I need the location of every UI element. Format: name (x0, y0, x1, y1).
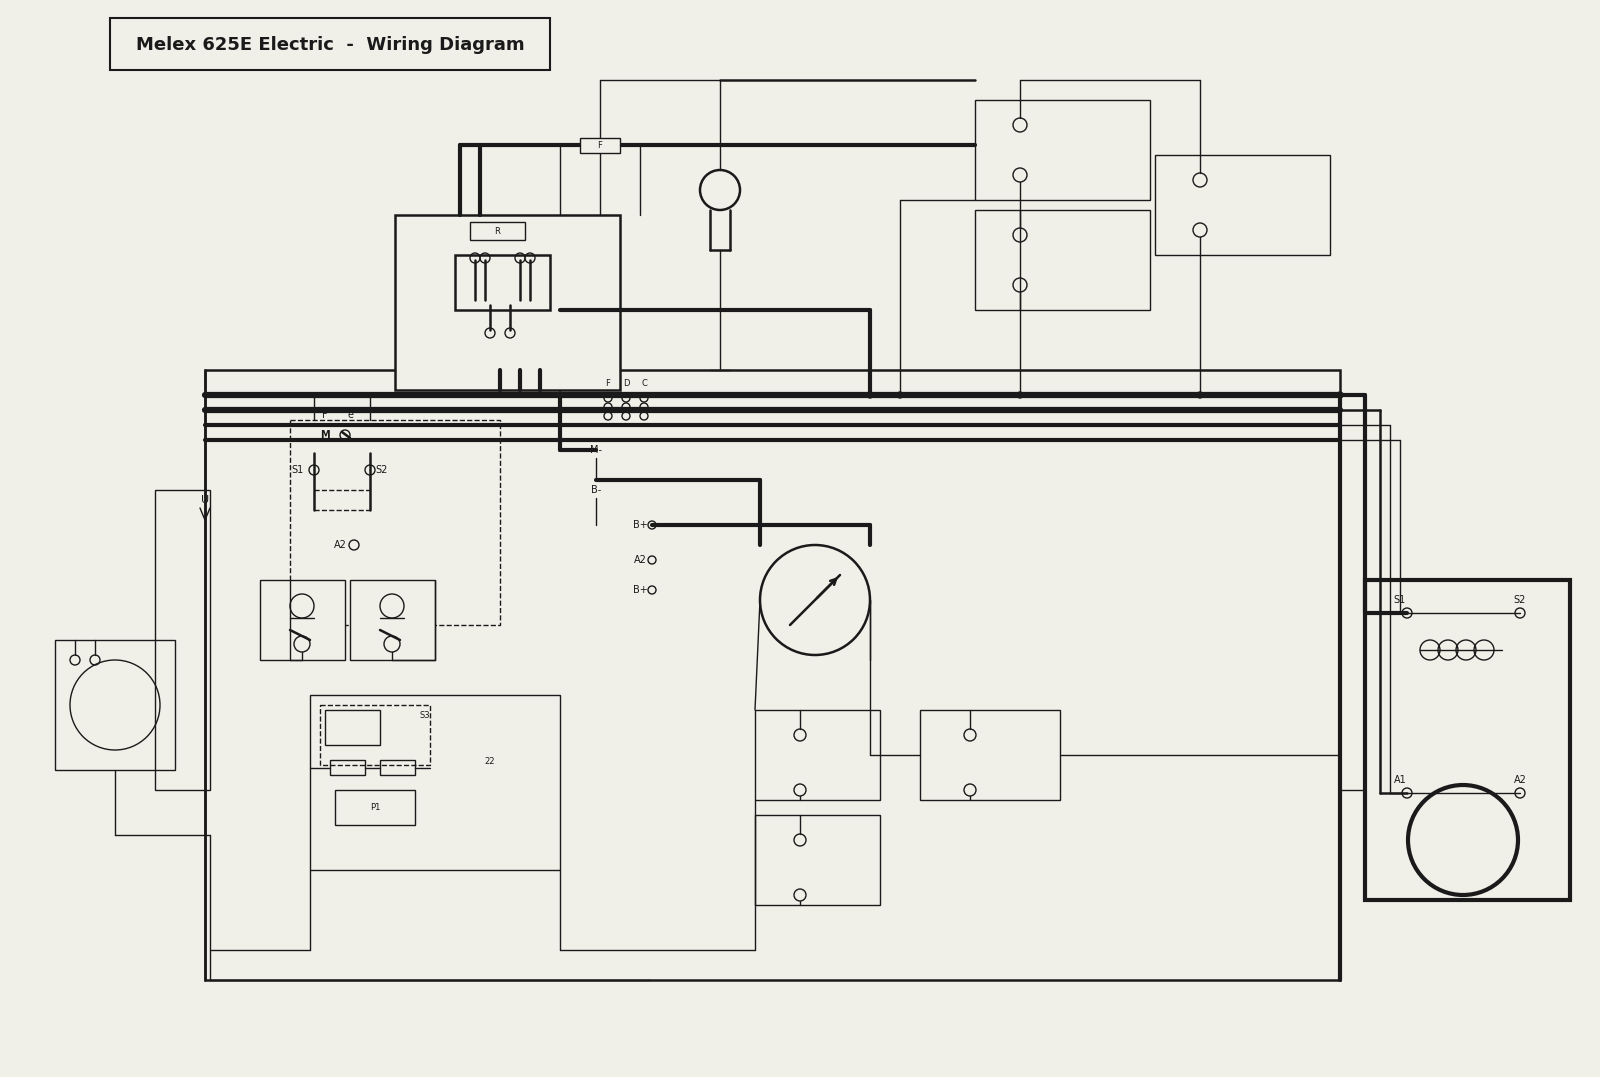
Text: B+: B+ (632, 585, 648, 595)
Text: S1: S1 (1394, 595, 1406, 605)
Bar (974, 100, 1150, 200)
Text: F: F (597, 140, 603, 150)
Circle shape (1018, 392, 1022, 398)
Bar (205, 370, 1341, 980)
Circle shape (898, 392, 902, 398)
Bar (755, 815, 880, 905)
Circle shape (867, 392, 874, 398)
Bar (1365, 581, 1570, 900)
Text: S2: S2 (1514, 595, 1526, 605)
Text: B+: B+ (632, 520, 648, 530)
Bar (1155, 155, 1330, 255)
Bar (755, 710, 880, 800)
Bar (259, 581, 346, 660)
Text: A1: A1 (1394, 775, 1406, 785)
Text: M-: M- (590, 445, 602, 454)
Text: B-: B- (590, 485, 602, 495)
Bar (920, 710, 1059, 800)
Bar (395, 215, 621, 390)
Bar (330, 760, 365, 775)
Bar (974, 210, 1150, 310)
Text: P1: P1 (370, 803, 381, 812)
Text: F: F (605, 378, 611, 388)
Circle shape (557, 392, 563, 398)
Bar (320, 705, 430, 765)
Text: F: F (322, 410, 328, 420)
Text: A2: A2 (1514, 775, 1526, 785)
Text: S3: S3 (419, 711, 430, 719)
Text: R: R (494, 226, 499, 236)
Bar (454, 255, 550, 310)
Text: M: M (320, 430, 330, 440)
Text: A2: A2 (333, 540, 347, 550)
Text: e: e (347, 410, 354, 420)
Text: S1: S1 (291, 465, 304, 475)
Bar (54, 640, 174, 770)
Circle shape (1197, 392, 1203, 398)
Text: 22: 22 (485, 757, 496, 767)
Bar (334, 791, 414, 825)
Text: Melex 625E Electric  -  Wiring Diagram: Melex 625E Electric - Wiring Diagram (136, 36, 525, 54)
Circle shape (1338, 392, 1342, 398)
Text: D: D (622, 378, 629, 388)
Bar (381, 760, 414, 775)
Bar (290, 420, 499, 625)
Text: C: C (642, 378, 646, 388)
Text: A2: A2 (634, 555, 646, 565)
Bar (350, 581, 435, 660)
Text: U: U (202, 495, 210, 505)
Bar (579, 138, 621, 153)
Bar (310, 695, 560, 870)
Bar (155, 490, 210, 791)
Bar (110, 18, 550, 70)
Text: S2: S2 (376, 465, 389, 475)
Bar (470, 222, 525, 240)
Bar (325, 710, 381, 745)
